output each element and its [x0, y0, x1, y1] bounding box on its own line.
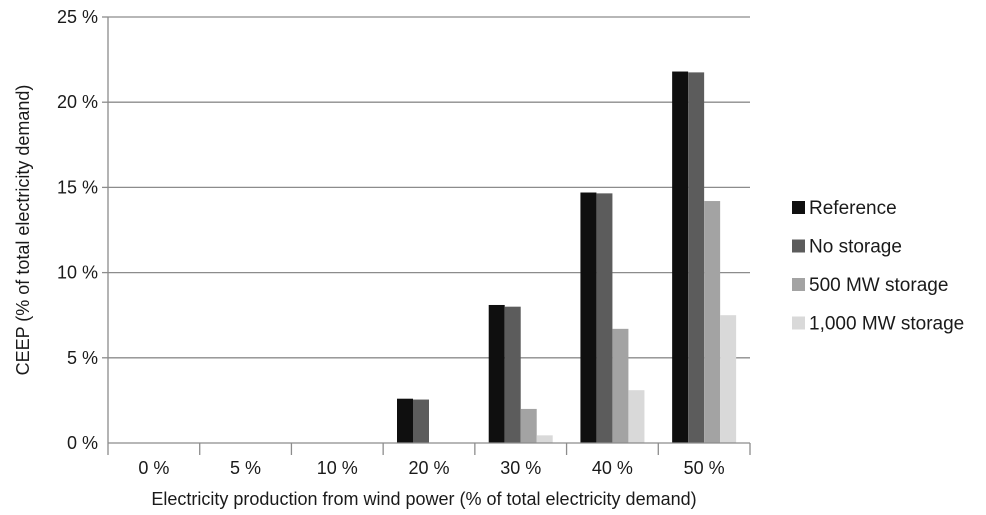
x-tick-label: 0 %: [138, 458, 169, 478]
y-axis-title: CEEP (% of total electricity demand): [13, 85, 33, 376]
bar: [628, 390, 645, 443]
x-tick-label: 5 %: [230, 458, 261, 478]
bar: [612, 328, 629, 443]
x-tick-label: 50 %: [684, 458, 725, 478]
x-tick-labels: 0 % 5 % 10 % 20 % 30 % 40 % 50 %: [138, 458, 724, 478]
y-tick-label: 0 %: [67, 433, 98, 453]
legend-label: No storage: [809, 237, 902, 258]
gridlines: [108, 16, 750, 359]
legend-label: Reference: [809, 198, 897, 219]
bar: [704, 201, 721, 443]
axes: [102, 16, 751, 455]
y-tick-label: 25 %: [57, 7, 98, 27]
legend-swatch: [792, 316, 805, 330]
bars: [397, 71, 737, 443]
legend: Reference No storage 500 MW storage 1,000 M…: [792, 198, 964, 335]
x-axis-title: Electricity production from wind power (…: [151, 489, 696, 509]
y-tick-label: 20 %: [57, 92, 98, 112]
legend-swatch: [792, 201, 805, 214]
x-tick-label: 20 %: [408, 458, 449, 478]
y-tick-label: 10 %: [57, 263, 98, 283]
y-tick-labels: 0 % 5 % 10 % 15 % 20 % 25 %: [57, 7, 98, 453]
bar: [397, 398, 413, 443]
y-tick-label: 15 %: [57, 177, 98, 197]
x-tick-label: 40 %: [592, 458, 633, 478]
bar: [688, 72, 705, 443]
bar: [413, 399, 429, 443]
legend-swatch: [792, 278, 805, 291]
legend-label: 500 MW storage: [809, 275, 948, 296]
x-tick-label: 30 %: [500, 458, 541, 478]
bar: [580, 192, 597, 443]
bar: [536, 435, 553, 443]
bar: [504, 306, 521, 443]
y-tick-label: 5 %: [67, 348, 98, 368]
bar: [520, 408, 537, 443]
x-tick-label: 10 %: [317, 458, 358, 478]
legend-label: 1,000 MW storage: [809, 314, 964, 335]
bar: [596, 193, 613, 443]
bar: [488, 304, 505, 443]
bar: [720, 315, 737, 443]
bar: [672, 71, 689, 443]
legend-swatch: [792, 239, 805, 253]
